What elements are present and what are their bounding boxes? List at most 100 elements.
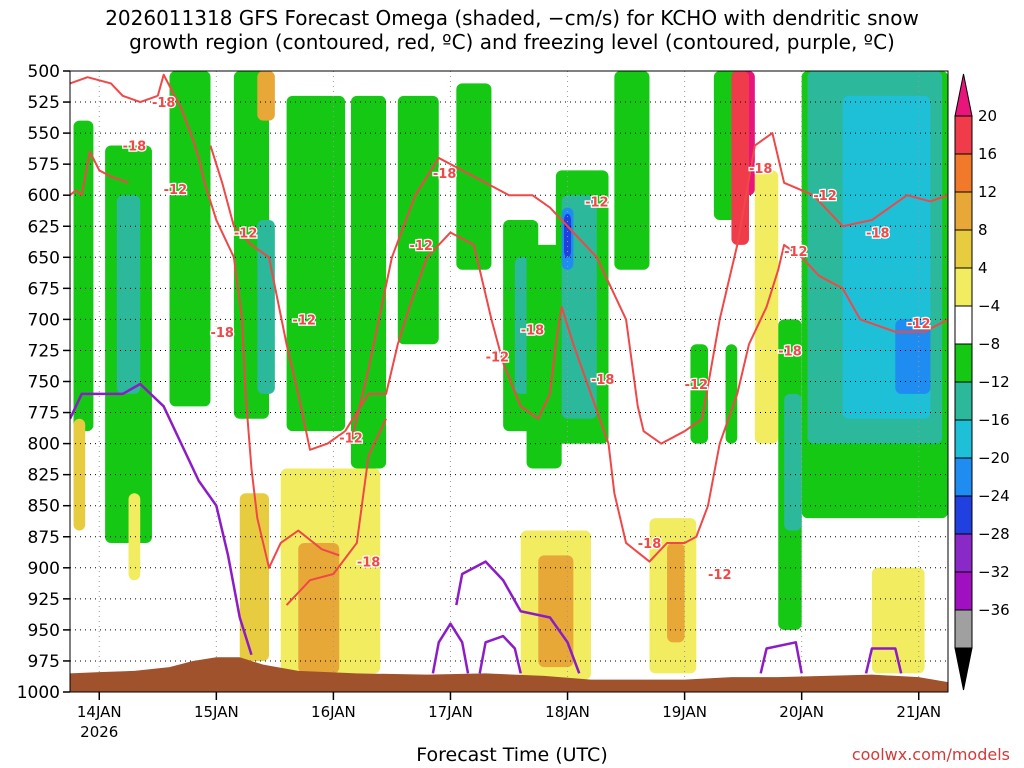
y-tick-label: 800: [28, 435, 60, 455]
colorbar-bottom-arrow: [954, 647, 973, 691]
dgz-contour-label: -12: [292, 313, 316, 328]
freezing-level-contour-line: [431, 622, 470, 674]
chart-title: 2026011318 GFS Forecast Omega (shaded, −…: [0, 6, 1024, 54]
colorbar-swatch: [954, 381, 973, 421]
dgz-contour-line: [285, 418, 387, 606]
y-tick-label: 550: [28, 124, 60, 144]
dgz-contour-label: -18: [357, 556, 381, 571]
y-tick-label: 700: [28, 310, 60, 330]
y-tick-label: 750: [28, 373, 60, 393]
y-tick-label: 900: [28, 559, 60, 579]
colorbar-swatch: [954, 571, 973, 611]
x-tick-sublabel: 2026: [80, 723, 118, 741]
dgz-contour-line: [209, 145, 948, 563]
colorbar-swatch: [954, 457, 973, 497]
plot-area: -18-12-12-18-12-18-18-12-18-12-18 -12-12-…: [70, 71, 948, 692]
colorbar-top-arrow: [954, 73, 973, 117]
dgz-contour-label: -18: [123, 140, 146, 155]
omega-shading-band: [73, 120, 94, 432]
dgz-contour-line: [70, 73, 340, 569]
colorbar-swatch: [954, 153, 973, 193]
colorbar-label: −24: [978, 487, 1010, 505]
y-tick-label: 925: [28, 590, 60, 610]
dgz-contour-label: -18: [521, 323, 545, 338]
omega-shading-band: [725, 344, 738, 444]
chart-title-line-2: growth region (contoured, red, ºC) and f…: [129, 30, 895, 54]
x-tick-label: 17JAN: [428, 703, 473, 721]
y-tick-label: 525: [28, 93, 60, 113]
omega-shading-band: [73, 418, 86, 531]
colorbar-label: 16: [978, 145, 997, 163]
omega-shading-band: [239, 493, 270, 661]
dgz-contour-label: -12: [409, 239, 433, 254]
colorbar-label: 8: [978, 221, 988, 239]
colorbar-swatch: [954, 343, 973, 383]
x-tick-label: 20JAN: [779, 703, 824, 721]
dgz-contour-label: -12: [685, 378, 709, 393]
x-tick-label: 21JAN: [896, 703, 941, 721]
omega-shading-band: [784, 393, 802, 531]
dgz-contour-label: -12: [486, 351, 510, 366]
colorbar-swatch: [954, 191, 973, 231]
dgz-contour-label: -12: [339, 431, 363, 446]
omega-shading-band: [564, 213, 572, 258]
dgz-contour-line: [70, 150, 129, 197]
omega-shading-band: [116, 195, 141, 394]
dgz-contour-label: -18: [778, 344, 802, 359]
dgz-contour-label: -12: [234, 226, 257, 241]
colorbar-swatch: [954, 533, 973, 573]
x-tick-label: 19JAN: [662, 703, 707, 721]
dgz-contour-label: -18: [638, 537, 662, 552]
freezing-level-contour-line: [759, 641, 803, 674]
colorbar-swatch: [954, 419, 973, 459]
y-tick-label: 625: [28, 217, 60, 237]
omega-shading-band: [614, 71, 650, 270]
colorbar-swatch: [954, 115, 973, 155]
dgz-contour-label: -18: [866, 226, 890, 241]
omega-shading-band: [667, 542, 685, 643]
x-tick-label: 16JAN: [311, 703, 356, 721]
y-tick-label: 875: [28, 528, 60, 548]
freezing-level-contour-line: [70, 382, 253, 656]
colorbar-label: −36: [978, 601, 1010, 619]
dgz-contour-line: [349, 132, 948, 445]
omega-shading-band: [731, 71, 749, 245]
omega-shading-band: [895, 319, 931, 394]
colorbar-swatch: [954, 229, 973, 269]
omega-shading-band: [538, 555, 574, 668]
colorbar-swatch: [954, 609, 973, 649]
y-tick-label: 675: [28, 279, 60, 299]
omega-shading-band: [257, 220, 275, 394]
dgz-contour-label: -18: [210, 326, 234, 341]
colorbar-label: 12: [978, 183, 997, 201]
x-tick-label: 15JAN: [194, 703, 239, 721]
omega-shading-band: [169, 71, 211, 407]
colorbar-swatch: [954, 495, 973, 535]
y-tick-label: 1000: [17, 683, 60, 703]
dgz-contour-label: -12: [907, 317, 931, 332]
omega-shading-band: [871, 567, 925, 674]
dgz-contour-label: -12: [708, 568, 732, 583]
colorbar-label: −28: [978, 525, 1010, 543]
y-tick-label: 575: [28, 155, 60, 175]
colorbar-label: −4: [978, 297, 1000, 315]
dgz-contour-label: -18: [433, 167, 457, 182]
y-tick-label: 650: [28, 248, 60, 268]
dgz-contour-label: -12: [164, 183, 188, 198]
colorbar-label: −16: [978, 411, 1010, 429]
colorbar-label: −8: [978, 335, 1000, 353]
terrain-fill: [70, 657, 948, 692]
dgz-contour-label: -18: [152, 96, 176, 111]
dgz-contour-label: -18: [591, 373, 615, 388]
chart-title-line-1: 2026011318 GFS Forecast Omega (shaded, −…: [105, 6, 919, 30]
x-tick-label: 18JAN: [545, 703, 590, 721]
dgz-contour-label: -18: [749, 162, 773, 177]
y-tick-label: 600: [28, 186, 60, 206]
credit-text: coolwx.com/models: [851, 745, 1010, 764]
omega-shading-band: [298, 542, 340, 674]
colorbar-swatch: [954, 305, 973, 345]
y-tick-label: 500: [28, 62, 60, 82]
omega-shading-band: [128, 493, 141, 581]
omega-shading-band: [397, 95, 439, 345]
